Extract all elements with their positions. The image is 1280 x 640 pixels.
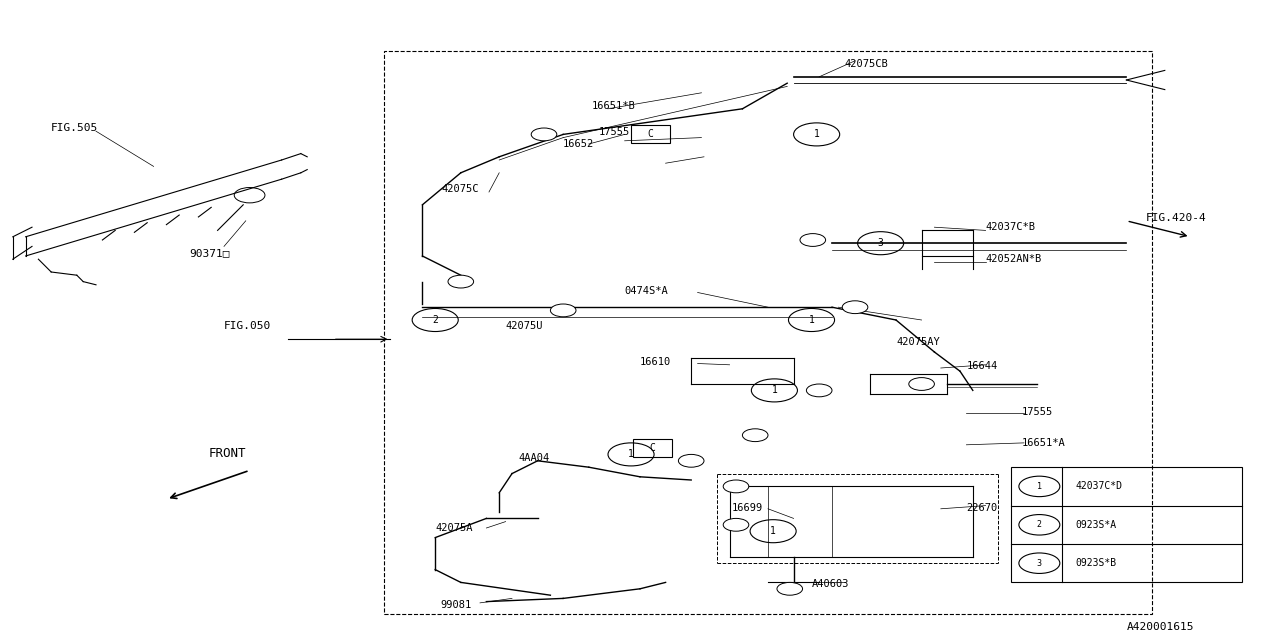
Text: 42037C*B: 42037C*B — [986, 222, 1036, 232]
Text: 16651*A: 16651*A — [1021, 438, 1065, 448]
Circle shape — [678, 454, 704, 467]
Circle shape — [723, 480, 749, 493]
Circle shape — [909, 378, 934, 390]
Text: FRONT: FRONT — [209, 447, 246, 460]
Text: 16652: 16652 — [563, 139, 594, 149]
Text: 42037C*D: 42037C*D — [1075, 481, 1123, 492]
Text: 42075AY: 42075AY — [896, 337, 940, 348]
Text: 42075C: 42075C — [442, 184, 479, 194]
Text: 0923S*B: 0923S*B — [1075, 558, 1116, 568]
Text: 42075U: 42075U — [506, 321, 543, 332]
Text: 1: 1 — [772, 385, 777, 396]
Circle shape — [550, 304, 576, 317]
Text: A420001615: A420001615 — [1126, 622, 1194, 632]
Circle shape — [806, 384, 832, 397]
Text: 1: 1 — [771, 526, 776, 536]
Text: A40603: A40603 — [812, 579, 849, 589]
Text: 2: 2 — [1037, 520, 1042, 529]
Circle shape — [777, 582, 803, 595]
Text: 1: 1 — [809, 315, 814, 325]
Text: 22670: 22670 — [966, 502, 997, 513]
Circle shape — [448, 275, 474, 288]
Text: 0923S*A: 0923S*A — [1075, 520, 1116, 530]
Circle shape — [842, 301, 868, 314]
Text: 90371□: 90371□ — [189, 248, 230, 258]
Text: FIG.505: FIG.505 — [51, 123, 99, 133]
Text: 42052AN*B: 42052AN*B — [986, 253, 1042, 264]
Text: 99081: 99081 — [440, 600, 471, 610]
Text: 17555: 17555 — [599, 127, 630, 138]
Text: 0474S*A: 0474S*A — [625, 286, 668, 296]
Circle shape — [742, 429, 768, 442]
Text: 16699: 16699 — [732, 502, 763, 513]
Text: 1: 1 — [814, 129, 819, 140]
Circle shape — [723, 518, 749, 531]
Text: 42075A: 42075A — [435, 523, 472, 533]
Text: C: C — [650, 443, 655, 453]
Text: 1: 1 — [1037, 482, 1042, 491]
Text: 42075CB: 42075CB — [845, 59, 888, 69]
Text: 3: 3 — [1037, 559, 1042, 568]
Text: 4AA04: 4AA04 — [518, 452, 549, 463]
Text: 3: 3 — [878, 238, 883, 248]
Text: FIG.420-4: FIG.420-4 — [1146, 212, 1206, 223]
Text: C: C — [648, 129, 653, 140]
Text: 1: 1 — [628, 449, 634, 460]
Text: 16644: 16644 — [966, 361, 997, 371]
Text: 17555: 17555 — [1021, 406, 1052, 417]
Circle shape — [531, 128, 557, 141]
Text: 16651*B: 16651*B — [591, 100, 635, 111]
Circle shape — [800, 234, 826, 246]
Text: 2: 2 — [433, 315, 438, 325]
Text: FIG.050: FIG.050 — [224, 321, 271, 332]
Text: 16610: 16610 — [640, 356, 671, 367]
